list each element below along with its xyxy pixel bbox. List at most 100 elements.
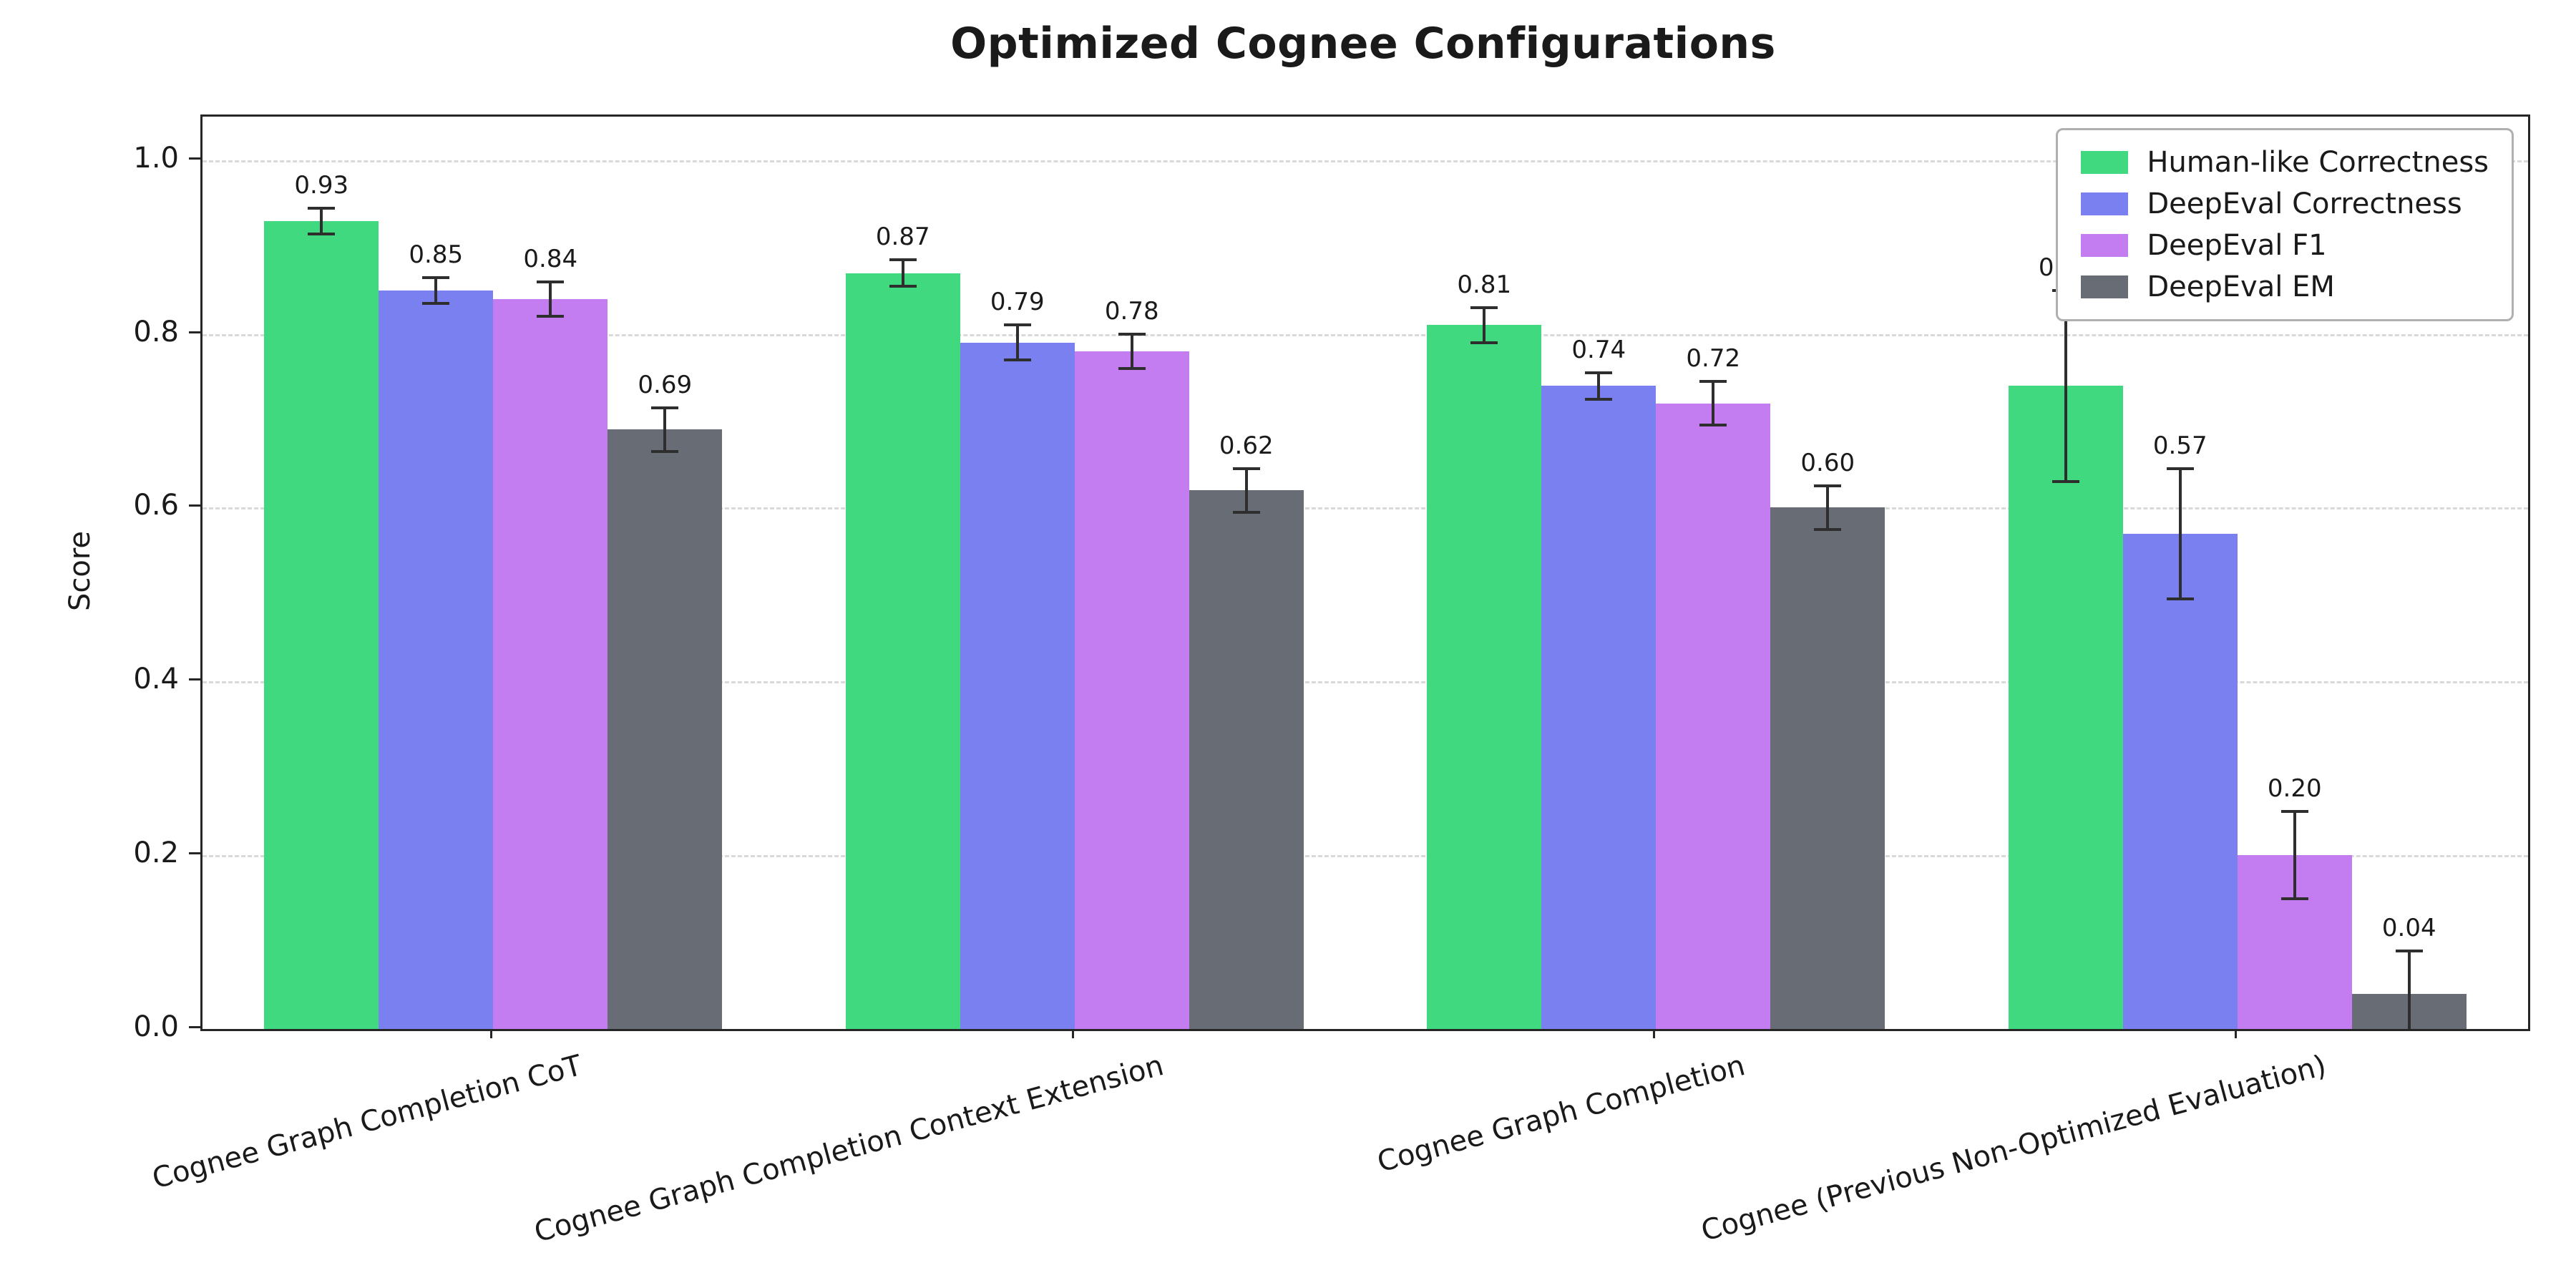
error-bar-cap-top bbox=[1699, 380, 1727, 384]
bar-value-label: 0.62 bbox=[1219, 431, 1274, 460]
legend-swatch bbox=[2081, 192, 2129, 215]
bar-value-label: 0.87 bbox=[875, 223, 930, 252]
y-tick-mark bbox=[189, 678, 200, 681]
error-bar-cap-top bbox=[1003, 323, 1031, 327]
y-tick-label: 0.4 bbox=[133, 663, 179, 696]
error-bar bbox=[901, 260, 904, 286]
y-tick-mark bbox=[189, 852, 200, 855]
error-bar-cap-bottom bbox=[889, 284, 917, 288]
error-bar-cap-top bbox=[2280, 810, 2308, 814]
bar bbox=[608, 429, 723, 1029]
error-bar-cap-bottom bbox=[2280, 897, 2308, 900]
legend-item: DeepEval Correctness bbox=[2081, 186, 2489, 222]
legend-label: DeepEval Correctness bbox=[2147, 187, 2462, 220]
error-bar bbox=[320, 208, 323, 234]
bar-value-label: 0.81 bbox=[1457, 270, 1512, 300]
error-bar bbox=[549, 281, 552, 317]
bar bbox=[1074, 351, 1189, 1029]
error-bar bbox=[2064, 290, 2067, 482]
error-bar-cap-top bbox=[889, 258, 917, 262]
error-bar bbox=[1483, 308, 1486, 343]
error-bar-cap-bottom bbox=[2051, 480, 2079, 483]
error-bar-cap-bottom bbox=[537, 315, 565, 318]
error-bar-cap-bottom bbox=[2166, 597, 2194, 600]
error-bar-cap-top bbox=[1470, 306, 1498, 310]
bar bbox=[379, 290, 494, 1029]
gridline bbox=[203, 855, 2528, 858]
error-bar-cap-bottom bbox=[1003, 358, 1031, 361]
x-tick-mark bbox=[1071, 1027, 1074, 1038]
error-bar bbox=[1826, 486, 1830, 530]
y-axis-label: Score bbox=[64, 530, 97, 612]
error-bar-cap-top bbox=[2395, 949, 2423, 952]
error-bar-cap-bottom bbox=[1470, 341, 1498, 344]
error-bar-cap-bottom bbox=[1699, 424, 1727, 427]
y-tick-mark bbox=[189, 504, 200, 507]
legend: Human-like Correctness DeepEval Correctne… bbox=[2056, 128, 2514, 321]
bar-value-label: 0.93 bbox=[294, 170, 349, 200]
bar bbox=[2122, 533, 2238, 1029]
bar bbox=[1427, 325, 1542, 1029]
error-bar-cap-bottom bbox=[1585, 397, 1613, 401]
bar bbox=[1189, 490, 1304, 1029]
error-bar-cap-bottom bbox=[1232, 510, 1260, 514]
error-bar bbox=[663, 407, 667, 452]
bar bbox=[264, 220, 379, 1029]
error-bar-cap-top bbox=[1232, 467, 1260, 470]
gridline bbox=[203, 681, 2528, 684]
legend-label: Human-like Correctness bbox=[2147, 146, 2489, 179]
bar-value-label: 0.72 bbox=[1686, 344, 1741, 374]
gridline bbox=[203, 507, 2528, 510]
y-tick-label: 0.8 bbox=[133, 315, 179, 348]
error-bar bbox=[1130, 333, 1133, 369]
bar-value-label: 0.57 bbox=[2152, 431, 2207, 460]
y-tick-mark bbox=[189, 331, 200, 333]
error-bar bbox=[2293, 811, 2296, 899]
legend-item: DeepEval F1 bbox=[2081, 228, 2489, 263]
error-bar-cap-top bbox=[1585, 371, 1613, 375]
x-tick-label: Cognee Graph Completion Context Extensio… bbox=[530, 1049, 1167, 1249]
bar-value-label: 0.74 bbox=[1571, 336, 1626, 365]
error-bar-cap-top bbox=[651, 406, 679, 409]
bar-value-label: 0.04 bbox=[2381, 913, 2436, 942]
bar-value-label: 0.85 bbox=[409, 240, 464, 269]
legend-swatch bbox=[2081, 234, 2129, 257]
legend-item: DeepEval EM bbox=[2081, 269, 2489, 305]
error-bar-cap-top bbox=[422, 275, 450, 279]
bar bbox=[1656, 403, 1771, 1029]
y-tick-label: 1.0 bbox=[133, 141, 179, 175]
error-bar-cap-bottom bbox=[308, 232, 336, 235]
error-bar-cap-top bbox=[308, 206, 336, 210]
error-bar-cap-top bbox=[537, 280, 565, 283]
x-tick-label: Cognee (Previous Non-Optimized Evaluatio… bbox=[1697, 1049, 2330, 1248]
chart-title: Optimized Cognee Configurations bbox=[950, 19, 1776, 69]
legend-label: DeepEval EM bbox=[2147, 270, 2335, 303]
bar-value-label: 0.69 bbox=[638, 370, 693, 399]
x-tick-label: Cognee Graph Completion CoT bbox=[149, 1049, 586, 1196]
bar bbox=[1541, 386, 1657, 1029]
bar-value-label: 0.78 bbox=[1104, 296, 1159, 326]
error-bar bbox=[1015, 325, 1019, 360]
error-bar bbox=[2407, 950, 2411, 1029]
y-tick-mark bbox=[189, 157, 200, 160]
error-bar bbox=[2178, 468, 2182, 599]
x-tick-mark bbox=[1653, 1027, 1656, 1038]
x-tick-mark bbox=[490, 1027, 493, 1038]
error-bar-cap-bottom bbox=[422, 302, 450, 306]
gridline bbox=[203, 160, 2528, 162]
error-bar-cap-bottom bbox=[1814, 527, 1842, 531]
error-bar-cap-top bbox=[1118, 332, 1146, 336]
error-bar bbox=[1244, 468, 1248, 512]
bar-value-label: 0.84 bbox=[523, 244, 578, 273]
legend-item: Human-like Correctness bbox=[2081, 145, 2489, 180]
bar bbox=[960, 342, 1075, 1029]
error-bar-cap-top bbox=[2166, 467, 2194, 470]
error-bar-cap-top bbox=[1814, 484, 1842, 488]
error-bar bbox=[1597, 373, 1601, 399]
legend-swatch bbox=[2081, 151, 2129, 174]
error-bar bbox=[434, 277, 438, 304]
y-tick-label: 0.2 bbox=[133, 836, 179, 870]
error-bar-cap-bottom bbox=[1118, 367, 1146, 371]
y-tick-mark bbox=[189, 1026, 200, 1028]
